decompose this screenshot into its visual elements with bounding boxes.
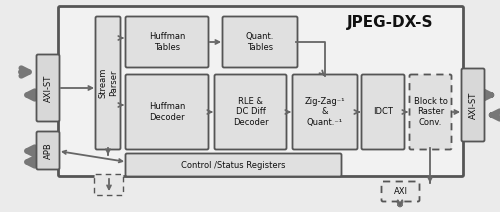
Text: Control /Status Registers: Control /Status Registers	[181, 160, 286, 170]
Text: AXI-ST: AXI-ST	[468, 91, 477, 119]
Text: APB: APB	[44, 142, 52, 159]
FancyBboxPatch shape	[222, 17, 298, 67]
Text: JPEG-DX-S: JPEG-DX-S	[347, 14, 433, 29]
Text: Zig-Zag⁻¹
&
Quant.⁻¹: Zig-Zag⁻¹ & Quant.⁻¹	[305, 97, 345, 127]
FancyBboxPatch shape	[126, 17, 208, 67]
FancyBboxPatch shape	[126, 74, 208, 149]
Text: AXI: AXI	[394, 187, 407, 196]
FancyBboxPatch shape	[96, 17, 120, 149]
Text: Block to
Raster
Conv.: Block to Raster Conv.	[414, 97, 448, 127]
Text: AXI-ST: AXI-ST	[44, 74, 52, 102]
FancyBboxPatch shape	[410, 74, 452, 149]
Text: Quant.
Tables: Quant. Tables	[246, 32, 274, 52]
FancyBboxPatch shape	[292, 74, 358, 149]
FancyBboxPatch shape	[126, 153, 342, 177]
FancyBboxPatch shape	[362, 74, 405, 149]
FancyBboxPatch shape	[94, 174, 124, 195]
FancyBboxPatch shape	[214, 74, 286, 149]
FancyBboxPatch shape	[58, 7, 464, 177]
FancyBboxPatch shape	[382, 181, 420, 201]
FancyBboxPatch shape	[36, 131, 60, 170]
Text: IDCT: IDCT	[373, 107, 393, 117]
Text: Huffman
Tables: Huffman Tables	[149, 32, 185, 52]
FancyBboxPatch shape	[462, 68, 484, 141]
Text: Huffman
Decoder: Huffman Decoder	[149, 102, 185, 122]
FancyBboxPatch shape	[36, 54, 60, 121]
Text: RLE &
DC Diff
Decoder: RLE & DC Diff Decoder	[232, 97, 268, 127]
Text: Stream
Parser: Stream Parser	[98, 68, 117, 98]
